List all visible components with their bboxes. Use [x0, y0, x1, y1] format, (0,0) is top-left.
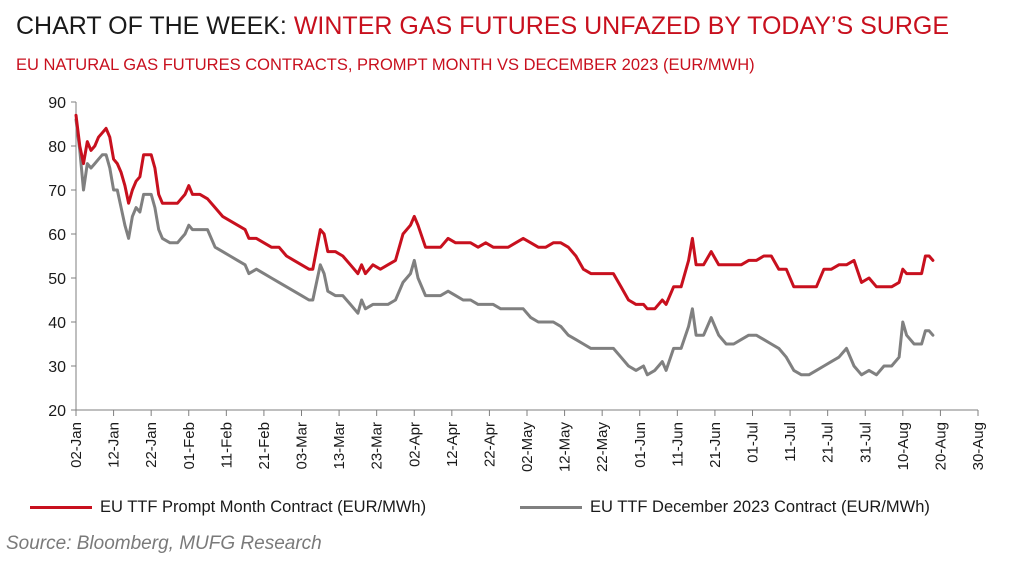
x-tick-label: 10-Aug	[895, 422, 912, 470]
chart-title: CHART OF THE WEEK: WINTER GAS FUTURES UN…	[16, 12, 949, 41]
y-tick-label: 50	[48, 271, 66, 288]
x-tick-label: 01-Jun	[632, 422, 649, 468]
x-tick-label: 11-Jul	[782, 422, 799, 462]
chart-title-prefix: CHART OF THE WEEK:	[16, 12, 287, 40]
x-tick-label: 11-Feb	[218, 422, 235, 468]
y-tick-label: 40	[48, 315, 66, 332]
x-tick-label: 03-Mar	[294, 422, 311, 470]
x-tick-label: 22-May	[594, 422, 611, 473]
x-tick-label: 01-Jul	[745, 422, 762, 463]
x-tick-label: 22-Apr	[481, 422, 498, 467]
chart-subtitle: EU NATURAL GAS FUTURES CONTRACTS, PROMPT…	[16, 56, 755, 74]
x-tick-label: 21-Jul	[820, 422, 837, 463]
x-tick-label: 12-Apr	[444, 422, 461, 467]
y-tick-label: 80	[48, 139, 66, 156]
y-tick-label: 60	[48, 227, 66, 244]
legend-item-prompt: EU TTF Prompt Month Contract (EUR/MWh)	[30, 498, 426, 517]
x-tick-label: 11-Jun	[669, 422, 686, 467]
line-chart: 20 30 40 50 60 70 80 90 02-Jan 12-Jan 22-Jan 01-Feb…	[48, 95, 987, 473]
x-tick-label: 13-Mar	[331, 422, 348, 470]
source-note: Source: Bloomberg, MUFG Research	[6, 533, 322, 554]
series-line-dec23	[74, 118, 935, 377]
x-tick-label: 12-May	[557, 422, 574, 473]
x-tick-label: 31-Jul	[857, 422, 874, 463]
x-tick-label: 23-Mar	[369, 422, 386, 470]
x-tick-label: 02-May	[519, 422, 536, 473]
x-tick-label: 02-Jan	[68, 422, 85, 468]
y-tick-label: 90	[48, 95, 66, 112]
x-tick-label: 20-Aug	[932, 422, 949, 470]
legend-item-dec23: EU TTF December 2023 Contract (EUR/MWh)	[520, 498, 930, 517]
legend-swatch-prompt	[30, 506, 92, 509]
y-tick-label: 20	[48, 403, 66, 420]
legend-label-dec23: EU TTF December 2023 Contract (EUR/MWh)	[590, 498, 930, 516]
x-tick-label: 12-Jan	[106, 422, 123, 468]
series-line-prompt	[74, 113, 935, 311]
x-tick-label: 02-Apr	[406, 422, 423, 467]
y-tick-label: 30	[48, 359, 66, 376]
y-tick-label: 70	[48, 183, 66, 200]
x-tick-label: 21-Feb	[256, 422, 273, 470]
x-tick-label: 21-Jun	[707, 422, 724, 468]
x-tick-label: 01-Feb	[181, 422, 198, 470]
legend-swatch-dec23	[520, 506, 582, 509]
chart-title-highlight: WINTER GAS FUTURES UNFAZED BY TODAY’S SU…	[293, 12, 950, 40]
x-tick-label: 22-Jan	[143, 422, 160, 468]
x-tick-label: 30-Aug	[970, 422, 987, 470]
legend-label-prompt: EU TTF Prompt Month Contract (EUR/MWh)	[100, 498, 427, 516]
